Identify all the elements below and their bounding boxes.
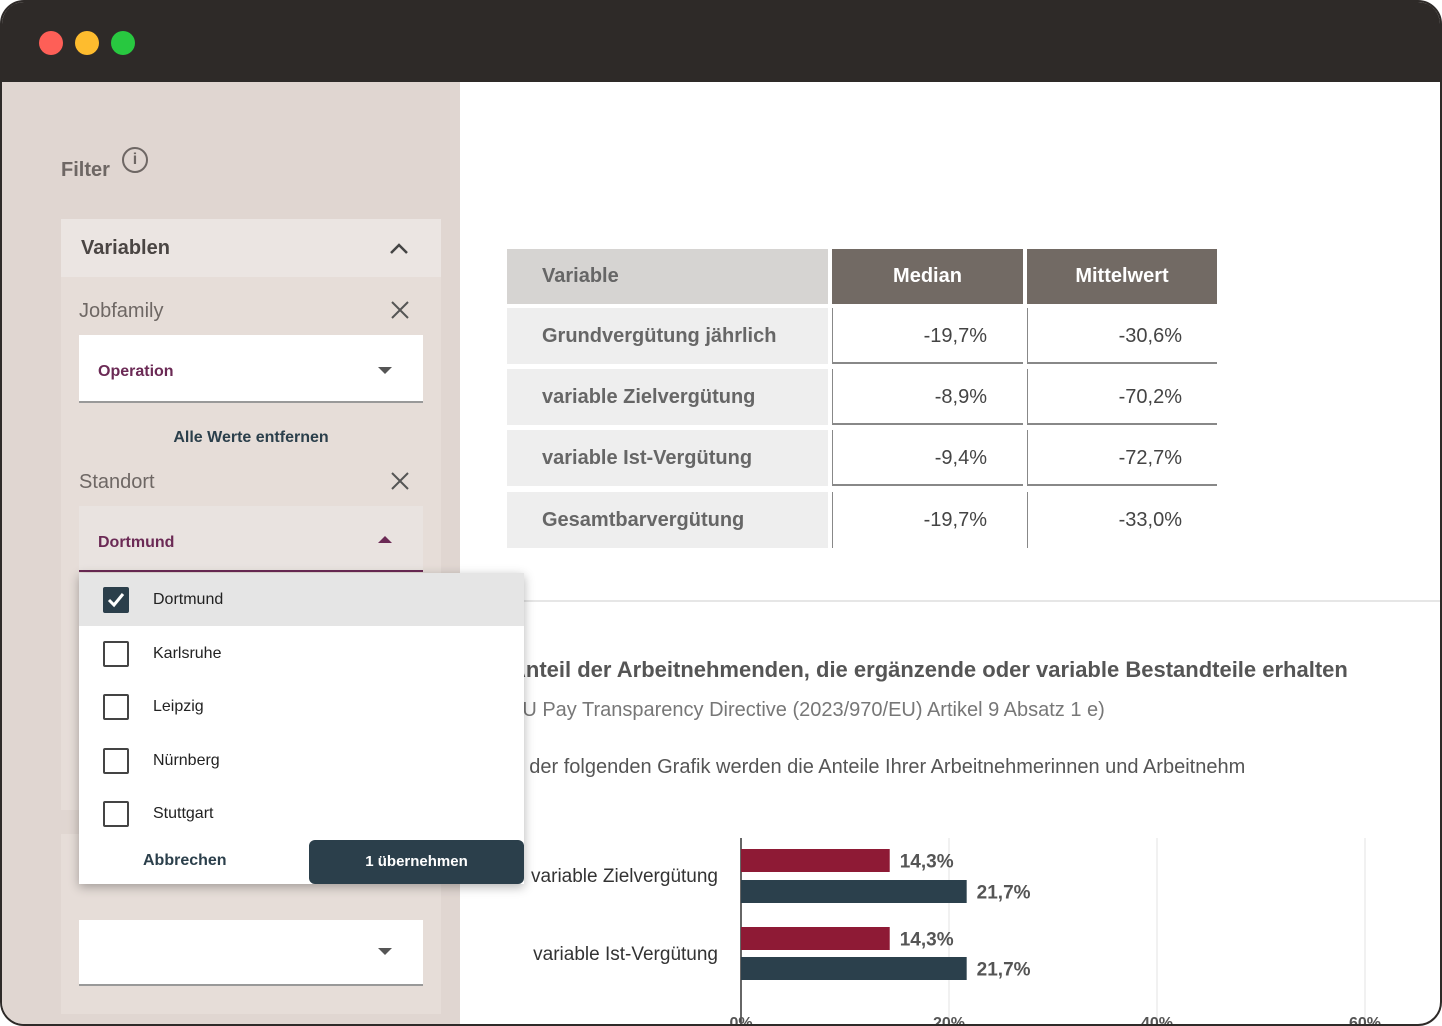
option-label: Stuttgart	[153, 805, 214, 822]
caret	[378, 367, 392, 374]
category-label: variable Ist-Vergütung	[533, 944, 718, 965]
value-label: 21,7%	[977, 960, 1031, 981]
table-cell: -30,6%	[1027, 308, 1217, 364]
section-text: In der folgenden Grafik werden die Antei…	[507, 756, 1246, 778]
header-cell: Median	[832, 249, 1023, 304]
clear-all[interactable]: Alle Werte entfernen	[173, 429, 329, 446]
option-label: Nürnberg	[153, 751, 220, 769]
dropdown-option[interactable]: Stuttgart	[79, 787, 524, 840]
table-cell: variable Zielvergütung	[507, 369, 828, 425]
section-subtitle: EU Pay Transparency Directive (2023/970/…	[509, 699, 1105, 721]
x-tick-label: 40%	[1141, 1015, 1173, 1026]
dropdown-option[interactable]: Karlsruhe	[79, 627, 524, 680]
option-label: Dortmund	[153, 591, 224, 608]
select[interactable]: Operation	[79, 335, 423, 403]
sidebar: Filter i Variablen Jobfamily Operation A…	[2, 82, 460, 1024]
bar	[741, 849, 890, 872]
x-tick-label: 20%	[933, 1015, 965, 1026]
filter-title: Filter	[61, 159, 110, 181]
chevron-up	[390, 243, 408, 254]
select[interactable]: Dortmund	[79, 506, 423, 572]
section-title: Anteil der Arbeitnehmenden, die ergänzen…	[510, 657, 1348, 682]
checkbox	[103, 587, 129, 613]
info-icon[interactable]: i	[122, 147, 148, 173]
select-value: Dortmund	[98, 534, 175, 551]
checkbox	[103, 747, 129, 774]
value-label: 21,7%	[977, 883, 1031, 904]
checkbox	[103, 640, 129, 667]
table-cell: Gesamtbarvergütung	[507, 492, 828, 548]
table-cell: -33,0%	[1027, 492, 1217, 548]
table-cell: -19,7%	[832, 308, 1023, 364]
close-button[interactable]	[39, 31, 63, 55]
cancel-button[interactable]: Abbrechen	[143, 852, 227, 869]
bar	[741, 880, 967, 903]
header-cell: Mittelwert	[1027, 249, 1217, 304]
table-cell: -8,9%	[832, 369, 1023, 425]
table-cell: -9,4%	[832, 430, 1023, 486]
checkbox	[103, 801, 129, 827]
x-tick-label: 60%	[1349, 1015, 1381, 1026]
checkbox	[103, 694, 129, 720]
select-value: Operation	[98, 363, 174, 380]
option-label: Leipzig	[153, 698, 204, 715]
dropdown-option[interactable]: Leipzig	[79, 680, 524, 733]
dropdown-option[interactable]: Nürnberg	[79, 734, 524, 787]
panel-title: Variablen	[81, 237, 170, 259]
bar	[741, 927, 890, 950]
select[interactable]	[79, 920, 423, 986]
table-cell: -70,2%	[1027, 369, 1217, 425]
option-label: Karlsruhe	[153, 644, 222, 662]
table-cell: variable Ist-Vergütung	[507, 430, 828, 486]
dropdown-option[interactable]: Dortmund	[79, 573, 524, 626]
category-label: variable Zielvergütung	[531, 866, 718, 887]
value-label: 14,3%	[900, 930, 954, 951]
field-label: Standort	[79, 471, 155, 493]
caret	[378, 948, 392, 955]
minimize-button[interactable]	[75, 31, 99, 55]
clear-icon[interactable]	[391, 472, 409, 490]
title-bar	[2, 2, 1440, 82]
divider	[460, 600, 1440, 602]
maximize-button[interactable]	[111, 31, 135, 55]
table-cell: -72,7%	[1027, 430, 1217, 486]
bar	[741, 957, 967, 980]
chart: 0% 20% 40% 60% variable Zielvergütung 14,3% 21…	[531, 838, 1381, 1026]
apply-button[interactable]: 1 übernehmen	[309, 840, 524, 884]
panel-header[interactable]: Variablen	[61, 219, 441, 277]
x-tick-label: 0%	[729, 1015, 752, 1026]
value-label: 14,3%	[900, 852, 954, 873]
field-label: Jobfamily	[79, 300, 164, 322]
header-cell: Variable	[507, 249, 828, 304]
table-cell: Grundvergütung jährlich	[507, 308, 828, 364]
caret	[378, 536, 392, 543]
clear-icon[interactable]	[391, 301, 409, 319]
dropdown: Abbrechen 1 übernehmen Dortmund Karlsruhe…	[79, 573, 524, 884]
table-cell: -19,7%	[832, 492, 1023, 548]
